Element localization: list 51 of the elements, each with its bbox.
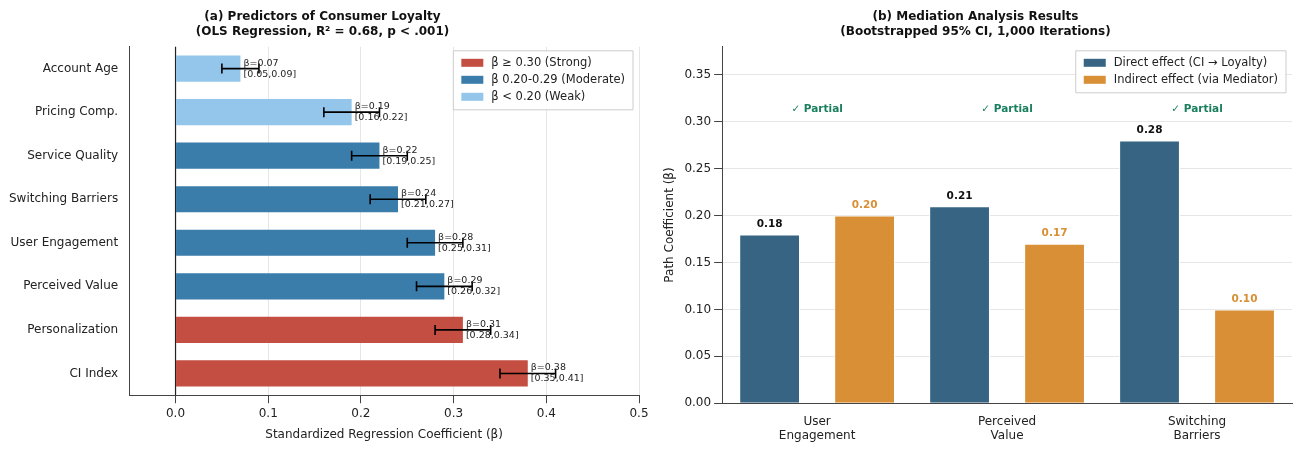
- y-tick-label: 0.00: [684, 395, 712, 410]
- data-label: 0.21: [946, 188, 973, 201]
- legend-label: Direct effect (CI → Loyalty): [1113, 54, 1268, 69]
- x-tick-label: Perceived Value: [977, 413, 1037, 442]
- data-label: 0.17: [1041, 226, 1068, 239]
- y-tick-label: 0.15: [684, 254, 712, 269]
- y-tick-label: Switching Barriers: [8, 191, 119, 206]
- legend-label: Indirect effect (via Mediator): [1113, 71, 1278, 86]
- x-tick-label: 0.1: [258, 405, 278, 420]
- y-tick-label: 0.35: [684, 67, 712, 82]
- annotation: ✓ Partial: [791, 101, 843, 114]
- y-axis-title: Path Coefficient (β): [662, 167, 677, 283]
- x-tick-label: 0.0: [165, 405, 186, 420]
- data-label: 0.10: [1231, 291, 1258, 304]
- data-label: β=0.28 [0.25,0.31]: [438, 230, 491, 253]
- data-label: β=0.22 [0.19,0.25]: [382, 143, 436, 166]
- y-tick-label: CI Index: [69, 365, 119, 380]
- y-tick-label: Personalization: [27, 322, 119, 336]
- x-tick-label: User Engagement: [778, 413, 856, 442]
- y-tick-label: 0.30: [684, 113, 712, 128]
- annotation: ✓ Partial: [981, 101, 1033, 114]
- y-tick-label: 0.10: [684, 301, 712, 316]
- legend-label: β ≥ 0.30 (Strong): [491, 54, 592, 69]
- y-tick-label: Perceived Value: [23, 278, 119, 293]
- y-tick-label: 0.05: [684, 348, 712, 363]
- data-label: β=0.29 [0.26,0.32]: [447, 274, 501, 297]
- data-label: 0.28: [1136, 123, 1163, 136]
- data-label: β=0.07 [0.05,0.09]: [243, 56, 297, 79]
- annotation: ✓ Partial: [1171, 101, 1223, 114]
- x-tick-label: 0.2: [351, 405, 371, 420]
- data-label: 0.18: [756, 216, 783, 229]
- legend-label: β < 0.20 (Weak): [491, 88, 586, 103]
- data-label: β=0.38 [0.35,0.41]: [530, 361, 584, 384]
- x-tick-label: 0.5: [629, 405, 649, 420]
- data-label: 0.20: [851, 198, 878, 211]
- legend-label: β 0.20-0.29 (Moderate): [491, 71, 626, 86]
- y-tick-label: 0.25: [684, 160, 712, 175]
- y-tick-label: 0.20: [684, 207, 712, 222]
- y-tick-label: Account Age: [42, 60, 119, 75]
- chart-title: (b) Mediation Analysis Results (Bootstrapped 95% CI, 1,000 Iterations): [840, 9, 1111, 38]
- data-label: β=0.31 [0.28,0.34]: [465, 317, 519, 340]
- y-tick-label: Pricing Comp.: [35, 104, 119, 119]
- y-tick-label: Service Quality: [27, 147, 119, 162]
- x-tick-label: 0.3: [444, 405, 464, 420]
- x-tick-label: 0.4: [536, 405, 556, 420]
- data-label: β=0.19 [0.16,0.22]: [354, 100, 408, 123]
- x-axis-title: Standardized Regression Coefficient (β): [265, 426, 503, 441]
- data-label: β=0.24 [0.21,0.27]: [401, 187, 454, 210]
- y-tick-label: User Engagement: [10, 234, 119, 249]
- x-tick-label: Switching Barriers: [1167, 413, 1227, 442]
- chart-title: (a) Predictors of Consumer Loyalty (OLS Regression, R² = 0.68, p < .001): [195, 9, 450, 38]
